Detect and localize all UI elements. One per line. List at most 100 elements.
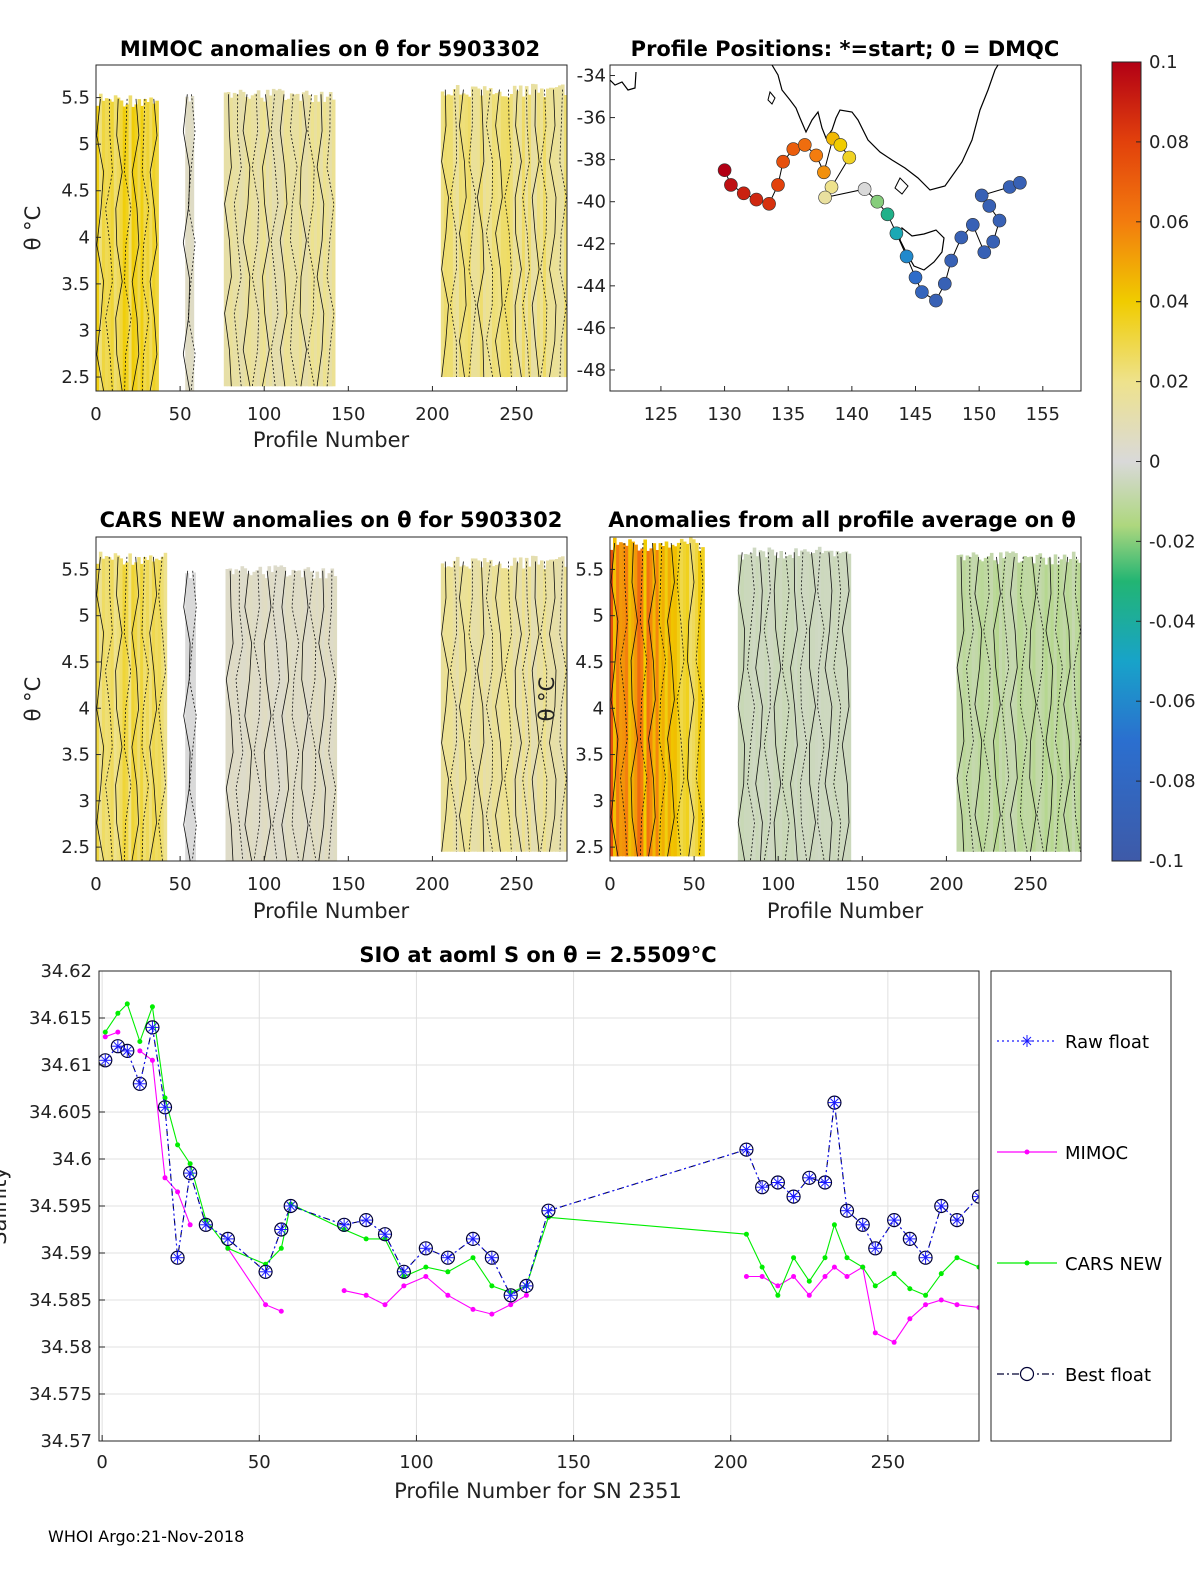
mimoc-heat-cell bbox=[552, 87, 556, 378]
positions-title: Profile Positions: *=start; 0 = DMQC bbox=[631, 37, 1060, 61]
asterisk-stroke bbox=[100, 1055, 110, 1065]
mimoc-heat-cell bbox=[99, 93, 103, 391]
profile-marker bbox=[974, 188, 989, 203]
allavg-heat-cell bbox=[835, 551, 840, 861]
cars-heat-cell bbox=[500, 568, 505, 852]
cars-heat-cell bbox=[558, 557, 562, 852]
cars-heat-cell bbox=[157, 560, 162, 861]
allavg-heat-cell bbox=[1005, 551, 1009, 852]
asterisk-stroke bbox=[361, 1215, 371, 1225]
allavg-ylabel: θ °C bbox=[535, 677, 559, 722]
allavg-contour-line bbox=[1019, 556, 1028, 852]
asterisk-stroke bbox=[974, 1192, 979, 1198]
allavg-heat-cell bbox=[989, 552, 994, 852]
profile-marker bbox=[818, 190, 832, 205]
asterisk-stroke bbox=[135, 1079, 145, 1089]
mimoc-heat-cell bbox=[283, 100, 288, 387]
mimoc-heat-cell bbox=[190, 96, 195, 391]
series-circle-marker bbox=[519, 1278, 534, 1294]
allavg-heat-cell bbox=[847, 553, 852, 861]
allavg-contour-line bbox=[676, 542, 685, 857]
profile-marker bbox=[965, 218, 980, 232]
series-dot-marker bbox=[822, 1274, 828, 1279]
cars-heat-cell bbox=[122, 564, 126, 861]
cars-heat-cell bbox=[131, 564, 135, 861]
mimoc-contour-line bbox=[495, 89, 503, 378]
mimoc-heat-cell bbox=[280, 90, 285, 387]
mimoc-heat-cell bbox=[152, 103, 156, 391]
mimoc-heat-cell bbox=[331, 99, 336, 387]
allavg-heat-cell bbox=[1044, 564, 1049, 852]
series-dot-marker bbox=[124, 1001, 130, 1007]
asterisk-stroke bbox=[905, 1234, 915, 1244]
cars-heat-cell bbox=[303, 568, 308, 861]
profile-marker bbox=[824, 180, 839, 194]
series-asterisk-marker bbox=[184, 1167, 197, 1180]
mimoc-contour-line bbox=[559, 89, 567, 378]
allavg-contour-line bbox=[639, 542, 648, 857]
allavg-heat-cell bbox=[701, 547, 705, 857]
cars-heat-cell bbox=[461, 565, 466, 852]
series-circle-marker bbox=[120, 1043, 135, 1059]
asterisk-stroke bbox=[185, 1168, 195, 1178]
series-asterisk-marker bbox=[419, 1242, 432, 1255]
allavg-heat-cell bbox=[817, 546, 822, 861]
series-dot-marker bbox=[759, 1274, 765, 1279]
cars-heat-cell bbox=[288, 575, 293, 861]
allavg-heat-cell bbox=[758, 550, 763, 861]
salinity-ytick-label: 34.62 bbox=[40, 961, 92, 982]
series-dot-marker bbox=[115, 1010, 121, 1016]
mimoc-contour-line bbox=[115, 98, 123, 391]
asterisk-stroke bbox=[276, 1225, 286, 1234]
mimoc-contour-line bbox=[141, 98, 150, 391]
series-dot-marker bbox=[806, 1292, 812, 1298]
mimoc-contour-line bbox=[504, 89, 512, 378]
series-circle-marker bbox=[396, 1264, 411, 1279]
asterisk-stroke bbox=[1022, 1036, 1032, 1046]
mimoc-contour-line bbox=[299, 94, 307, 387]
allavg-heat-cell bbox=[812, 553, 816, 861]
cars-heat-cell bbox=[318, 578, 323, 861]
allavg-contour-line bbox=[983, 556, 991, 852]
allavg-heat-cell bbox=[637, 550, 641, 857]
cars-heat-cell bbox=[267, 566, 272, 861]
cars-heat-cell bbox=[273, 565, 278, 861]
mimoc-heat-cell bbox=[119, 100, 124, 391]
mimoc-heat-cell bbox=[476, 88, 481, 377]
mimoc-heat-cell bbox=[515, 90, 520, 378]
allavg-xtick-label: 250 bbox=[1013, 874, 1047, 895]
cars-heat-cell bbox=[279, 565, 284, 861]
series-circle-marker bbox=[503, 1288, 518, 1303]
cars-heat-cell bbox=[246, 573, 251, 861]
cars-contour-line bbox=[328, 570, 337, 861]
mimoc-contour-line bbox=[187, 94, 196, 391]
allavg-heat-cell bbox=[1008, 552, 1012, 852]
allavg-heat-cell bbox=[613, 537, 617, 857]
allavg-contour-line bbox=[619, 542, 628, 857]
cars-heat-cell bbox=[258, 566, 263, 861]
positions-ytick-label: -46 bbox=[577, 318, 606, 339]
allavg-heat-cell bbox=[1011, 551, 1015, 852]
mimoc-contour-line bbox=[182, 94, 191, 391]
cars-heat-cell bbox=[134, 562, 138, 861]
allavg-heat-cell bbox=[983, 557, 988, 852]
colorbar-tick-label: 0.04 bbox=[1149, 292, 1189, 313]
series-dot-marker bbox=[401, 1283, 407, 1289]
allavg-heat-cell bbox=[993, 560, 997, 852]
colorbar-ticks: 0.1 0.08 0.06 0.04 0.02 0 -0.02 -0.04 -0.06 -0.08… bbox=[1136, 52, 1196, 872]
series-dot-marker bbox=[149, 1004, 155, 1010]
mimoc-ytick-label: 2.5 bbox=[61, 367, 90, 388]
series-dot-marker bbox=[806, 1278, 812, 1284]
series-dot-marker bbox=[115, 1029, 121, 1035]
profile-marker bbox=[797, 138, 812, 152]
asterisk-stroke bbox=[399, 1267, 409, 1277]
cars-contour-line bbox=[183, 570, 191, 861]
mimoc-heat-cell bbox=[125, 104, 130, 391]
asterisk-stroke bbox=[286, 1201, 296, 1211]
salinity-ytick-label: 34.585 bbox=[29, 1290, 92, 1311]
series-dot-marker bbox=[938, 1271, 944, 1277]
cars-heat-cell bbox=[110, 559, 115, 861]
cars-heat-cell bbox=[555, 559, 559, 852]
mimoc-heat-cell bbox=[101, 100, 106, 391]
